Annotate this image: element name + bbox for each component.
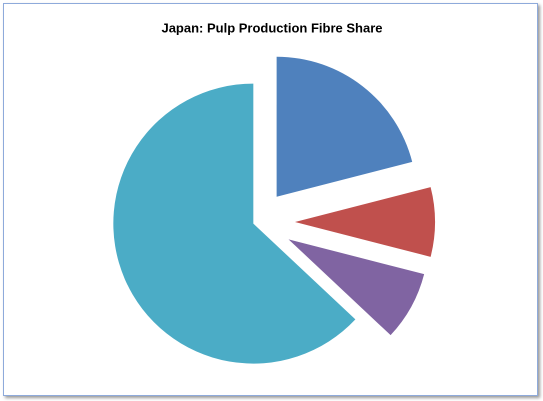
pie-slice bbox=[288, 239, 425, 336]
chart-title: Japan: Pulp Production Fibre Share bbox=[161, 20, 382, 35]
pie-slice bbox=[113, 83, 356, 364]
pie-slice bbox=[276, 56, 413, 197]
pie-slice bbox=[295, 187, 435, 257]
